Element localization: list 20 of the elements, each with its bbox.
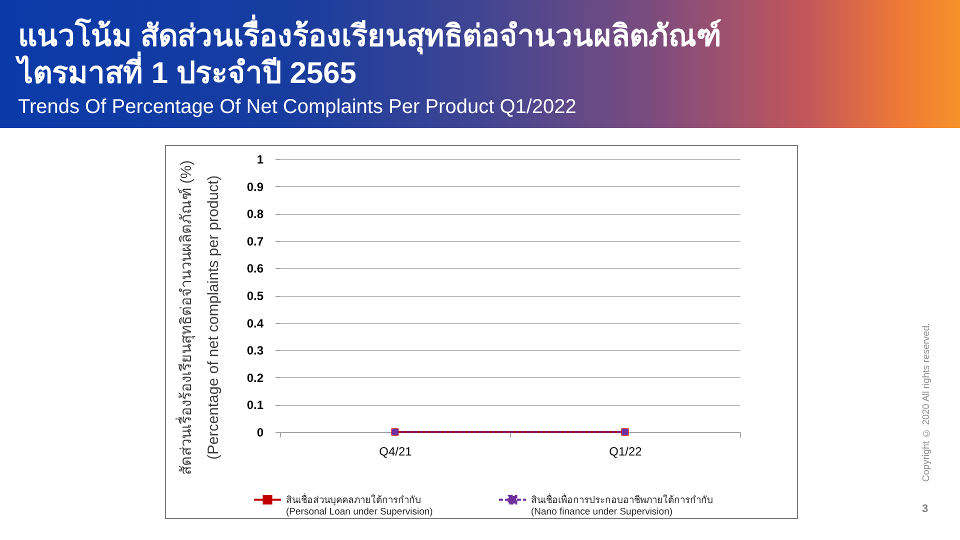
x-tick-label: Q1/22 <box>609 444 642 458</box>
y-tick-label: 0.2 <box>246 370 264 385</box>
y-tick-label: 0.6 <box>246 262 264 276</box>
text: 3 <box>922 503 928 515</box>
legend-label: สินเชื่อเพื่อการประกอบอาชีพภายใต้การกำกับ (Nano finance under Supervision) <box>531 492 713 518</box>
y-tick-label: 0.3 <box>246 344 264 358</box>
y-tick-label: 0.9 <box>246 180 264 194</box>
y-tick-label: 0.5 <box>246 289 264 303</box>
chart-subtitle: Trends Of Percentage Of Net Complaints Per Product Q1/2022 <box>18 95 576 119</box>
y-tick-label: 0.7 <box>246 234 264 248</box>
y-tick-label: 0.4 <box>246 316 264 330</box>
y-tick-label: 0.8 <box>246 207 264 222</box>
y-tick-label: 1 <box>256 152 264 166</box>
x-tick-label: Q4/21 <box>379 444 412 458</box>
text: Copyright © 2020 All rights reserved. <box>921 323 932 482</box>
y-axis-title: สัดส่วนเรื่องร้องเรียนสุทธิต่อจำนวนผลิตภัณฑ์ (%) (Percentage of net complaints per product) <box>174 160 222 475</box>
legend-label: สินเชื่อส่วนบุคคลภายใต้การกำกับ (Personal Loan under Supervision) <box>286 492 433 518</box>
chart-frame: Q4/21 Q1/22 0 0.1 0.2 0.3 0.4 0.5 0.6 0.7 0.8 0.9 1 สัดส่วนเรื่องร้องเรียนสุทธิต่อจำนวนผลิตภัณฑ์ (%) (Percentage of net complaints per product) สินเชื่อส่วนบุคคลภายใต้การกำกับ (Personal Loan under Supervision) สินเชื่อเพื่อการประกอบอาชีพภายใต้การกำกับ (Nano finance under Supervision) <box>165 145 798 519</box>
y-tick-label: 0 <box>256 426 264 440</box>
y-tick-label: 0.1 <box>246 398 264 412</box>
